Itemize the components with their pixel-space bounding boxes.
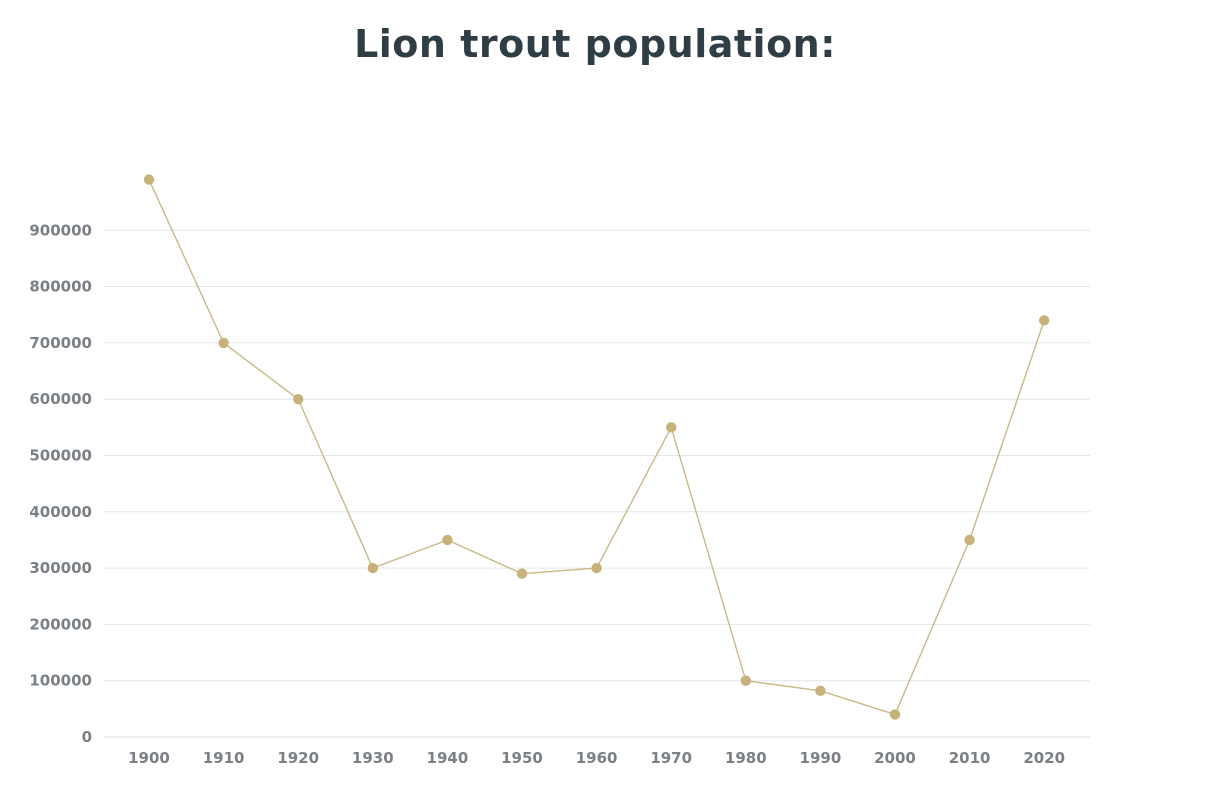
y-tick-label: 600000 (29, 390, 92, 408)
y-tick-label: 0 (82, 728, 92, 746)
x-tick-label: 2020 (1023, 749, 1065, 767)
y-tick-label: 800000 (29, 278, 92, 296)
y-tick-label: 900000 (29, 221, 92, 239)
data-point (516, 568, 528, 579)
y-tick-label: 700000 (29, 334, 92, 352)
data-point (591, 562, 602, 574)
y-tick-label: 400000 (29, 503, 92, 521)
x-tick-label: 1950 (501, 749, 543, 767)
data-points (143, 174, 1050, 720)
data-point (442, 534, 453, 546)
series-line-layer (148, 179, 1045, 716)
x-tick-label: 1970 (650, 749, 692, 767)
data-point (815, 685, 826, 697)
x-tick-label: 1930 (352, 749, 394, 767)
data-point (740, 675, 751, 686)
gridlines (104, 229, 1090, 738)
x-tick-label: 1910 (203, 749, 245, 767)
y-tick-label: 100000 (29, 672, 92, 690)
x-tick-label: 2010 (949, 749, 991, 767)
x-tick-label: 1960 (576, 749, 618, 767)
x-tick-label: 1940 (427, 749, 469, 767)
x-tick-label: 1990 (800, 749, 842, 767)
data-point (964, 534, 975, 546)
x-axis-tick-labels: 1900 1910 1920 1930 1940 1950 1960 1970 1980 1990… (128, 749, 1065, 767)
data-point (666, 422, 677, 433)
y-tick-label: 200000 (29, 615, 92, 633)
data-point (889, 709, 901, 720)
x-tick-label: 2000 (874, 749, 916, 767)
data-point (143, 174, 155, 185)
x-tick-label: 1900 (128, 749, 170, 767)
y-axis-tick-labels: 0 100000 200000 300000 400000 500000 600000 700… (29, 221, 92, 746)
chart-title: Lion trout population: (354, 22, 836, 66)
y-tick-label: 500000 (29, 447, 92, 465)
series-line (148, 179, 1045, 716)
data-point (293, 394, 304, 405)
data-point (218, 337, 229, 349)
y-tick-label: 300000 (29, 559, 92, 577)
x-tick-label: 1920 (277, 749, 319, 767)
data-point (1039, 315, 1050, 326)
x-tick-label: 1980 (725, 749, 767, 767)
data-point (367, 562, 378, 574)
